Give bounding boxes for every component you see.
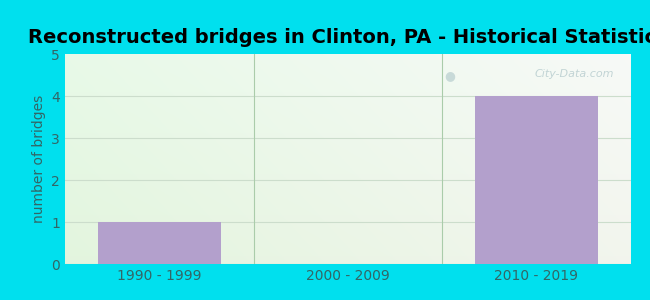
Y-axis label: number of bridges: number of bridges — [32, 95, 46, 223]
Text: City-Data.com: City-Data.com — [534, 69, 614, 79]
Bar — [98, 222, 220, 264]
Title: Reconstructed bridges in Clinton, PA - Historical Statistics: Reconstructed bridges in Clinton, PA - H… — [28, 28, 650, 47]
Bar — [475, 96, 597, 264]
Text: ●: ● — [445, 69, 455, 82]
